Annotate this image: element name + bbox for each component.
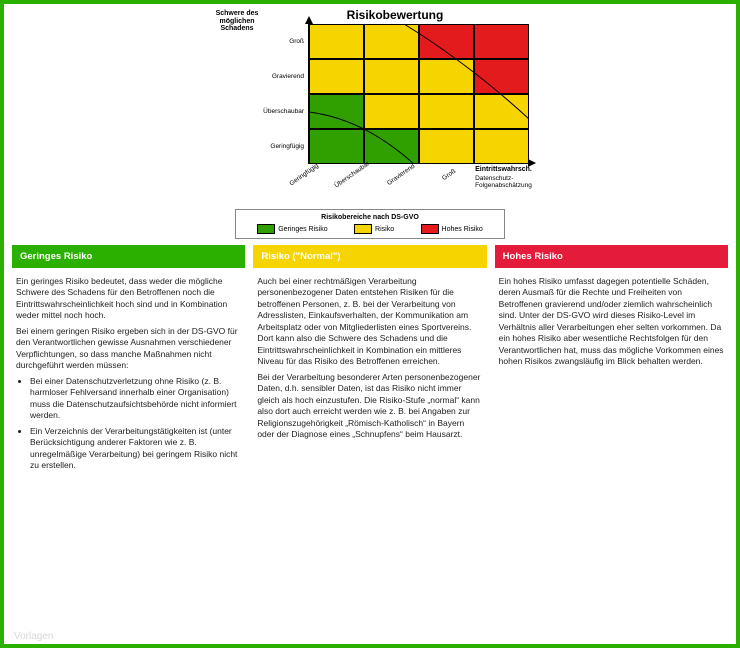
text-columns: Geringes Risiko Ein geringes Risiko bedeu…: [4, 245, 736, 476]
risk-column: Risiko ("Normal") Auch bei einer rechtmäß…: [253, 245, 486, 476]
bullet-list: Bei einer Datenschutzverletzung ohne Ris…: [16, 376, 241, 472]
watermark: Vorlagen: [14, 631, 53, 642]
legend-item: Geringes Risiko: [257, 224, 327, 234]
legend-title: Risikobereiche nach DS-GVO: [244, 214, 496, 221]
x-axis-label2: Datenschutz-Folgenabschätzung: [475, 175, 558, 189]
legend-item: Risiko: [354, 224, 394, 234]
legend-label: Hohes Risiko: [442, 226, 483, 233]
x-tick: Geringfügig: [282, 158, 326, 191]
paragraph: Auch bei einer rechtmäßigen Verarbeitung…: [257, 276, 482, 368]
bullet-item: Bei einer Datenschutzverletzung ohne Ris…: [30, 376, 241, 422]
paragraph: Ein geringes Risiko bedeutet, dass weder…: [16, 276, 241, 322]
legend-label: Geringes Risiko: [278, 226, 327, 233]
arrow-right-icon: [528, 159, 536, 167]
y-ticks: Groß Gravierend Überschaubar Geringfügig: [262, 24, 308, 164]
risk-column: Hohes Risiko Ein hohes Risiko umfasst dag…: [495, 245, 728, 476]
y-tick: Geringfügig: [262, 143, 304, 150]
chart-section: Schwere des möglichen Schadens Risikobew…: [4, 4, 736, 245]
paragraph: Bei einem geringen Risiko ergeben sich i…: [16, 326, 241, 372]
risk-matrix: [308, 24, 528, 164]
legend-swatch: [421, 224, 439, 234]
column-header: Hohes Risiko: [495, 245, 728, 268]
column-body: Ein geringes Risiko bedeutet, dass weder…: [12, 268, 245, 476]
paragraph: Ein hohes Risiko umfasst dagegen potenti…: [499, 276, 724, 368]
y-tick: Überschaubar: [262, 108, 304, 115]
column-body: Auch bei einer rechtmäßigen Verarbeitung…: [253, 268, 486, 445]
arrow-up-icon: [305, 16, 313, 24]
legend-label: Risiko: [375, 226, 394, 233]
x-ticks: GeringfügigÜberschaubarGravierendGroß: [278, 164, 471, 179]
legend-swatch: [257, 224, 275, 234]
column-body: Ein hohes Risiko umfasst dagegen potenti…: [495, 268, 728, 372]
column-header: Geringes Risiko: [12, 245, 245, 268]
legend-item: Hohes Risiko: [421, 224, 483, 234]
legend-swatch: [354, 224, 372, 234]
risk-column: Geringes Risiko Ein geringes Risiko bedeu…: [12, 245, 245, 476]
legend-box: Risikobereiche nach DS-GVO Geringes Risi…: [235, 209, 505, 239]
matrix-overlay: [309, 24, 529, 164]
y-tick: Gravierend: [262, 73, 304, 80]
chart-title: Risikobewertung: [347, 8, 444, 22]
y-tick: Groß: [262, 38, 304, 45]
legend-items: Geringes Risiko Risiko Hohes Risiko: [244, 224, 496, 234]
bullet-item: Ein Verzeichnis der Verarbeitungstätigke…: [30, 426, 241, 472]
column-header: Risiko ("Normal"): [253, 245, 486, 268]
y-axis-label: Schwere des möglichen Schadens: [212, 8, 262, 33]
x-axis-label-group: Eintrittswahrsch. Datenschutz-Folgenabsc…: [471, 164, 558, 189]
chart-area: Schwere des möglichen Schadens Risikobew…: [212, 8, 528, 164]
x-axis-label: Eintrittswahrsch.: [475, 166, 558, 173]
x-axis-row: GeringfügigÜberschaubarGravierendGroß Ei…: [278, 164, 558, 189]
chart-with-title: Risikobewertung Groß Gravierend Überschaub…: [262, 8, 528, 164]
matrix-wrap: Groß Gravierend Überschaubar Geringfügig: [262, 24, 528, 164]
paragraph: Bei der Verarbeitung besonderer Arten pe…: [257, 372, 482, 441]
